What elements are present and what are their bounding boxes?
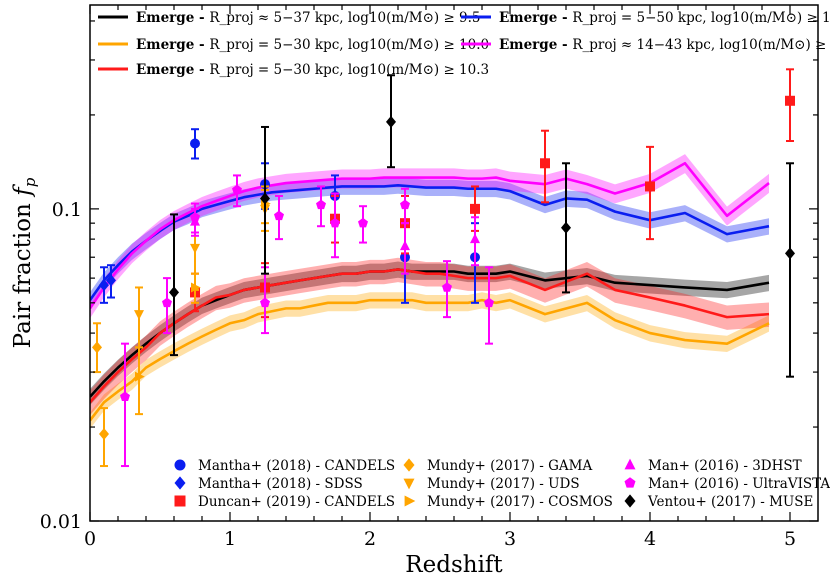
obs-point — [645, 181, 655, 192]
model-line-4 — [90, 161, 770, 310]
legend-obs-marker — [404, 495, 416, 507]
obs-point — [120, 391, 130, 402]
obs-point — [785, 95, 795, 106]
x-tick-label: 4 — [644, 528, 656, 550]
legend-model-label: Emerge - R_proj = 5−50 kpc, log10(m/M⊙) … — [499, 10, 830, 26]
legend-obs-marker — [174, 459, 186, 471]
legend-obs-marker — [403, 478, 415, 490]
obs-point — [470, 233, 480, 244]
legend-obs-marker — [624, 458, 636, 470]
obs-point — [470, 203, 480, 214]
legend-model-label: Emerge - R_proj ≈ 14−43 kpc, log10(m/M⊙)… — [499, 37, 830, 53]
legend-models: Emerge - R_proj ≈ 5−37 kpc, log10(m/M⊙) … — [98, 10, 830, 78]
legend-obs-marker — [403, 458, 415, 472]
obs-point — [484, 297, 494, 308]
obs-point — [99, 279, 109, 292]
obs-point — [191, 282, 201, 293]
obs-series-3 — [92, 322, 109, 468]
legend-model-label: Emerge - R_proj = 5−30 kpc, log10(m/M⊙) … — [136, 62, 489, 78]
model-line-2 — [90, 268, 770, 404]
legend-obs-label: Mantha+ (2018) - SDSS — [198, 476, 363, 492]
legend-observations: Mantha+ (2018) - CANDELS Mantha+ (2018) -… — [174, 458, 830, 510]
legend-obs-marker — [174, 495, 186, 507]
obs-point — [274, 210, 284, 221]
obs-series-1 — [99, 264, 116, 304]
x-tick-label: 0 — [84, 528, 96, 550]
obs-point — [190, 138, 200, 149]
y-tick-label: 0.1 — [52, 199, 82, 221]
obs-point — [358, 217, 368, 228]
obs-point — [169, 286, 179, 299]
y-axis-label: Pair fraction fp — [10, 177, 39, 348]
obs-point — [190, 212, 200, 222]
obs-point — [785, 247, 795, 260]
legend-obs-label: Mundy+ (2017) - UDS — [427, 476, 580, 492]
obs-point — [99, 427, 109, 440]
y-tick-label: 0.01 — [40, 511, 82, 533]
obs-point — [400, 199, 410, 210]
obs-point — [400, 240, 410, 251]
obs-point — [106, 274, 116, 287]
obs-point — [232, 184, 242, 195]
obs-point — [92, 341, 102, 354]
obs-point — [260, 192, 270, 205]
legend-obs-marker — [624, 477, 636, 488]
obs-point — [561, 221, 571, 234]
model-band-3 — [90, 177, 769, 309]
legend-model-label: Emerge - R_proj ≈ 5−37 kpc, log10(m/M⊙) … — [136, 10, 481, 26]
legend-obs-label: Mantha+ (2018) - CANDELS — [198, 458, 395, 474]
model-band-2 — [90, 257, 769, 416]
axis-ticks: 0 1 2 3 4 5 0.01 0.1 — [40, 5, 818, 550]
obs-point — [442, 282, 452, 292]
model-line-3 — [90, 184, 770, 301]
obs-series-8 — [169, 74, 795, 378]
legend-model-label: Emerge - R_proj = 5−30 kpc, log10(m/M⊙) … — [136, 37, 489, 53]
obs-point — [190, 243, 200, 254]
legend-obs-label: Duncan+ (2019) - CANDELS — [198, 494, 395, 510]
legend-obs-marker — [624, 494, 636, 508]
x-tick-label: 1 — [224, 528, 236, 550]
obs-point — [162, 297, 172, 308]
obs-point — [134, 310, 144, 320]
legend-obs-label: Mundy+ (2017) - COSMOS — [427, 494, 613, 510]
obs-series-7 — [120, 174, 494, 468]
obs-point — [260, 297, 270, 308]
axes-frame — [89, 4, 819, 522]
legend-obs-label: Mundy+ (2017) - GAMA — [427, 458, 592, 474]
x-axis-label: Redshift — [405, 552, 503, 578]
obs-point — [540, 158, 550, 169]
legend-obs-label: Man+ (2016) - 3DHST — [648, 458, 802, 474]
x-tick-label: 5 — [784, 528, 796, 550]
model-line-1 — [90, 298, 770, 422]
obs-point — [330, 217, 340, 228]
x-tick-label: 3 — [504, 528, 516, 550]
legend-obs-marker — [174, 476, 186, 490]
x-tick-label: 2 — [364, 528, 376, 550]
obs-point — [135, 371, 145, 382]
plot-area — [90, 68, 795, 468]
obs-point — [316, 199, 326, 210]
obs-point — [386, 115, 396, 128]
legend-obs-label: Man+ (2016) - UltraVISTA — [648, 476, 830, 492]
legend-obs-label: Ventou+ (2017) - MUSE — [647, 494, 813, 510]
plot-content — [90, 68, 795, 468]
